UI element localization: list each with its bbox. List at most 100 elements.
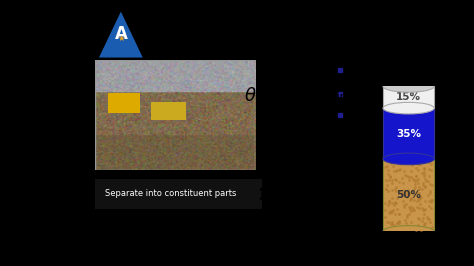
Point <box>418 187 425 192</box>
Point <box>397 167 404 171</box>
Point <box>401 189 408 194</box>
Point <box>393 196 401 200</box>
Point <box>388 222 395 226</box>
Point <box>395 212 402 216</box>
Point <box>391 201 399 206</box>
Point <box>411 179 419 183</box>
Point <box>392 188 400 193</box>
Point <box>422 179 429 183</box>
Point <box>407 174 415 179</box>
Point <box>405 178 413 182</box>
Point <box>420 166 428 170</box>
Point <box>410 208 417 212</box>
Text: content (VWC),: content (VWC), <box>350 73 419 82</box>
Point <box>398 193 405 197</box>
Point <box>410 207 418 212</box>
Point <box>413 199 421 203</box>
Point <box>385 220 392 225</box>
Point <box>404 188 412 193</box>
Point <box>415 185 423 189</box>
Point <box>403 190 410 194</box>
Point <box>424 217 432 221</box>
Point <box>411 182 419 186</box>
Point <box>404 159 412 163</box>
Point <box>420 224 428 228</box>
Point <box>385 199 393 203</box>
Point <box>414 181 422 185</box>
Point <box>425 204 433 209</box>
Text: Separate into constituent parts: Separate into constituent parts <box>105 189 237 198</box>
Bar <box>383 159 434 231</box>
Point <box>382 207 389 212</box>
Bar <box>383 108 434 159</box>
Point <box>388 221 396 226</box>
Point <box>384 203 392 207</box>
Point <box>389 210 396 214</box>
Point <box>395 221 402 225</box>
Point <box>395 212 403 216</box>
Point <box>418 218 426 223</box>
Point <box>410 178 418 182</box>
Point <box>420 222 428 226</box>
Point <box>401 173 409 177</box>
Point <box>402 160 410 165</box>
Point <box>427 198 435 202</box>
Point <box>392 200 399 204</box>
Point <box>383 164 391 168</box>
Point <box>410 187 418 191</box>
Point <box>386 174 393 178</box>
Point <box>400 188 408 192</box>
Point <box>383 186 390 191</box>
Point <box>428 225 436 229</box>
Point <box>406 158 413 163</box>
Point <box>391 187 399 191</box>
Text: Volumetric Moisture Content: Volumetric Moisture Content <box>208 47 410 60</box>
Text: Vᵔ is total sample volume: Vᵔ is total sample volume <box>350 111 466 120</box>
Point <box>392 177 400 182</box>
Point <box>385 201 393 205</box>
Point <box>383 187 390 191</box>
Point <box>383 183 390 187</box>
Point <box>399 181 407 185</box>
Point <box>408 209 415 213</box>
Point <box>383 219 391 224</box>
Point <box>426 189 434 193</box>
Point <box>395 219 402 223</box>
Point <box>382 178 390 182</box>
Point <box>396 161 403 166</box>
Point <box>420 159 428 163</box>
Point <box>391 159 398 163</box>
Point <box>407 169 414 173</box>
Point <box>401 218 409 222</box>
Point <box>385 178 392 182</box>
Point <box>414 196 422 201</box>
Point <box>403 215 410 219</box>
Point <box>426 191 433 196</box>
Point <box>417 195 425 199</box>
Point <box>402 221 410 225</box>
Point <box>419 182 427 187</box>
Ellipse shape <box>383 226 434 237</box>
Point <box>419 216 427 221</box>
Point <box>421 184 429 188</box>
Point <box>406 198 413 202</box>
Point <box>428 161 435 166</box>
Point <box>420 172 428 176</box>
Point <box>414 168 421 173</box>
Point <box>411 161 419 165</box>
Text: Air: Air <box>330 92 346 102</box>
Point <box>403 174 411 178</box>
Point <box>415 191 423 195</box>
Point <box>415 187 422 191</box>
Point <box>395 220 403 224</box>
Point <box>423 215 430 219</box>
Point <box>381 200 389 205</box>
Point <box>415 223 422 227</box>
Point <box>403 161 411 165</box>
Point <box>420 167 428 172</box>
Point <box>410 198 418 203</box>
Point <box>414 216 421 220</box>
Text: A: A <box>114 25 128 43</box>
Point <box>393 207 401 211</box>
Point <box>393 221 401 225</box>
